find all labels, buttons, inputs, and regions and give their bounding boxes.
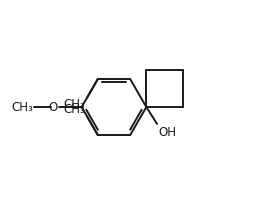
Text: O: O xyxy=(49,100,58,114)
Text: CH₃: CH₃ xyxy=(64,99,86,111)
Text: CH₃: CH₃ xyxy=(64,103,86,116)
Text: CH₃: CH₃ xyxy=(11,100,33,114)
Text: OH: OH xyxy=(159,126,177,139)
